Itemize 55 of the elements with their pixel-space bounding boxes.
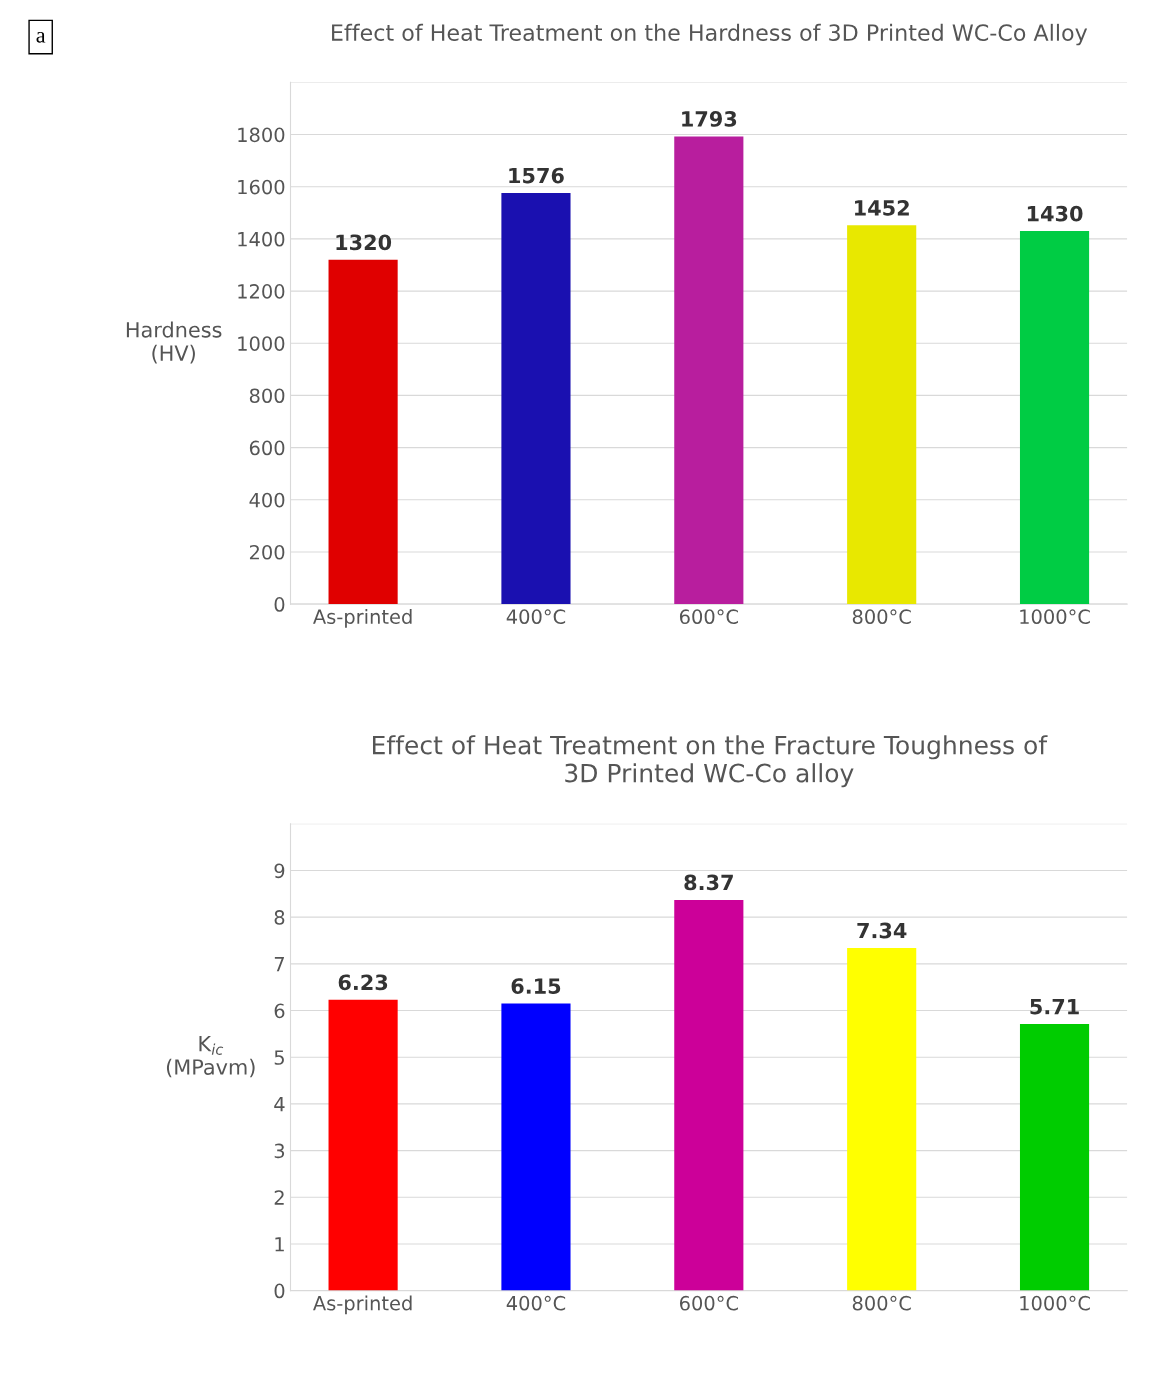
x-tick-label: 600°C xyxy=(679,609,738,625)
y-tick-label: 2 xyxy=(274,1190,284,1205)
data-label: 7.34 xyxy=(857,922,907,939)
y-tick-label: 200 xyxy=(249,544,285,560)
x-tick-label: 800°C xyxy=(852,1295,911,1311)
y-tick-label: 1600 xyxy=(238,179,285,195)
bar xyxy=(1019,231,1090,605)
x-tick-label: As-printed xyxy=(313,1295,412,1315)
y-tick-label: 1 xyxy=(275,1237,284,1252)
bar xyxy=(674,136,744,605)
chart-title: Effect of Heat Treatment on the Hardness of 3D Printed WC-Co Alloy xyxy=(332,23,1088,46)
y-tick-label: 400 xyxy=(249,492,285,508)
bar xyxy=(501,1003,571,1291)
y-tick-label: 8 xyxy=(274,910,285,925)
y-tick-label: 3 xyxy=(274,1143,285,1159)
x-tick-label: 600°C xyxy=(679,1295,738,1311)
y-tick-label: 9 xyxy=(274,863,285,879)
y-axis-title: Hardness (HV) xyxy=(126,321,222,364)
y-tick-label: 0 xyxy=(274,597,285,612)
y-tick-label: 6 xyxy=(274,1003,285,1019)
x-tick-label: 1000°C xyxy=(1020,1295,1090,1311)
y-tick-label: 0 xyxy=(274,1283,285,1299)
y-tick-label: 1000 xyxy=(238,336,285,351)
data-label: 1576 xyxy=(509,167,564,184)
y-tick-label: 800 xyxy=(249,388,285,404)
bar xyxy=(847,947,917,1291)
y-tick-label: 4 xyxy=(274,1097,285,1112)
y-tick-label: 1400 xyxy=(238,231,285,247)
bar xyxy=(674,899,744,1291)
text: a xyxy=(36,31,46,43)
chart-title: Effect of Heat Treatment on the Fracture Toughness of 3D Printed WC-Co alloy xyxy=(373,735,1048,788)
y-axis-title: K$_{ic}$ (MPavm) xyxy=(166,1036,255,1078)
data-label: 1320 xyxy=(336,234,392,251)
bar xyxy=(328,259,398,605)
bar xyxy=(328,999,398,1291)
data-label: 6.23 xyxy=(338,974,388,991)
data-label: 1452 xyxy=(855,199,909,216)
data-label: 6.15 xyxy=(511,978,561,994)
bar xyxy=(501,192,571,605)
x-tick-label: 800°C xyxy=(852,609,911,625)
y-tick-label: 5 xyxy=(274,1050,284,1065)
data-label: 8.37 xyxy=(684,874,733,891)
y-tick-label: 7 xyxy=(274,957,284,972)
x-tick-label: 1000°C xyxy=(1020,609,1090,625)
data-label: 1430 xyxy=(1027,205,1083,222)
y-tick-label: 600 xyxy=(249,440,285,456)
bar xyxy=(847,225,917,605)
bar xyxy=(1019,1024,1090,1291)
y-tick-label: 1200 xyxy=(238,284,285,299)
data-label: 5.71 xyxy=(1030,998,1079,1015)
data-label: 1793 xyxy=(682,111,737,127)
y-tick-label: 1800 xyxy=(238,127,285,143)
x-tick-label: As-printed xyxy=(313,608,412,628)
x-tick-label: 400°C xyxy=(506,1295,566,1311)
x-tick-label: 400°C xyxy=(506,609,566,625)
